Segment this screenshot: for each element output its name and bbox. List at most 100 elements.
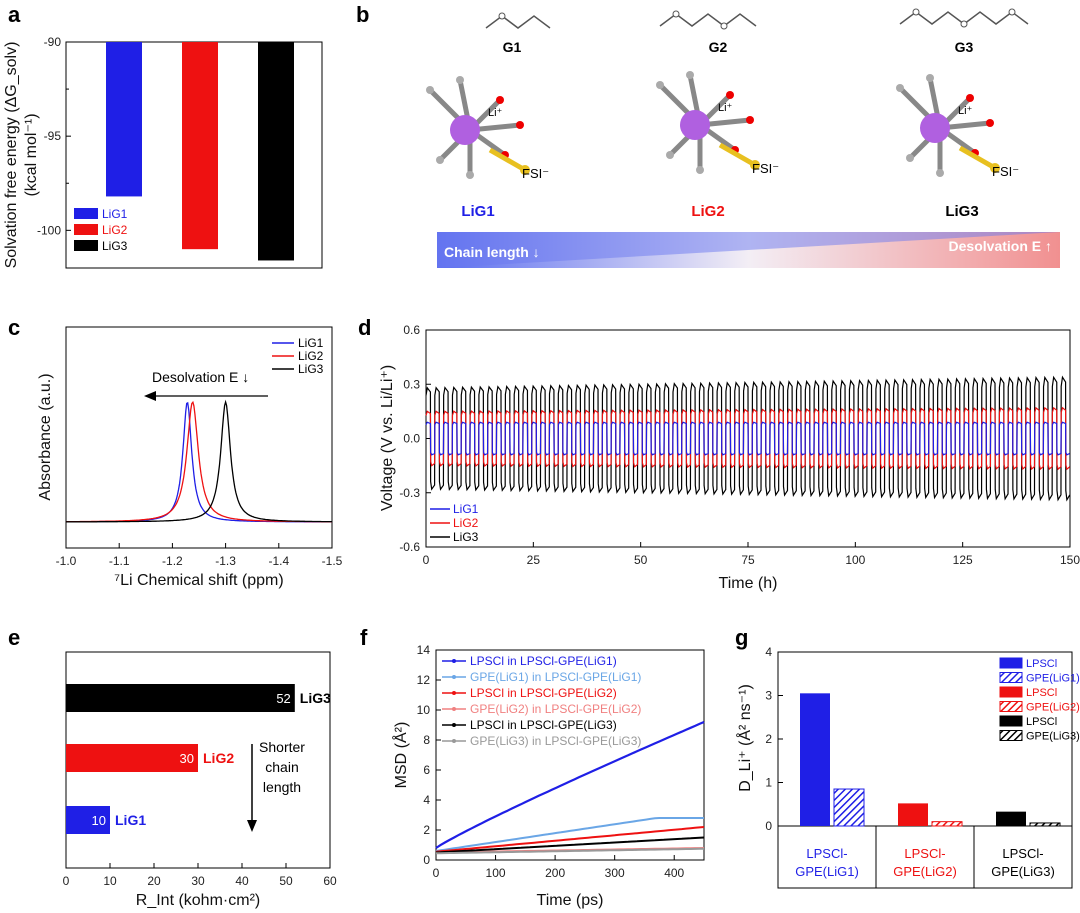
panel-e-value-label: 52 (276, 691, 290, 706)
panel-f-xtick-label: 400 (664, 866, 684, 880)
panel-label-f: f (360, 625, 368, 650)
panel-g-legend-swatch (999, 715, 1023, 727)
panel-c-xtick-label: -1.0 (56, 554, 77, 568)
panel-a-bar-LiG3 (258, 42, 294, 261)
panel-g-legend-label: LPSCl (1026, 658, 1057, 670)
panel-g-group-label: GPE(LiG3) (991, 864, 1055, 879)
atom (466, 171, 474, 179)
panel-g-bar-gpe (1029, 822, 1061, 827)
panel-e-annotation: length (263, 779, 301, 795)
atom (896, 84, 904, 92)
panel-d-legend-label: LiG1 (453, 502, 479, 516)
panel-a-ytick-label: -90 (44, 35, 62, 49)
complex-structure-LiG3 (896, 74, 1000, 177)
oxygen-atom (1008, 8, 1016, 16)
panel-g-ytick-label: 4 (765, 645, 772, 659)
lithium-ion (680, 110, 710, 140)
panel-label-g: g (735, 625, 748, 650)
gradient-wedge (437, 232, 1060, 268)
panel-d-line-LiG1 (425, 421, 1071, 456)
panel-e-xlabel: R_Int (kohm·cm²) (136, 892, 260, 909)
panel-e-xtick-label: 40 (235, 874, 249, 888)
panel-c-xtick-label: -1.5 (322, 554, 343, 568)
panel-e-xtick-label: 20 (147, 874, 161, 888)
panel-label-d: d (358, 315, 371, 340)
panel-g-group-label: LPSCl- (904, 846, 945, 861)
oxygen-atom (960, 20, 968, 28)
panel-d-xtick-label: 0 (423, 553, 430, 567)
panel-f-frame (435, 649, 705, 861)
panel-c-legend-label: LiG2 (298, 349, 324, 363)
oxygen-atom (498, 12, 506, 20)
glyme-label-G3: G3 (955, 39, 974, 55)
panel-g-ylabel: D_Li⁺ (Å² ns⁻¹) (735, 684, 754, 792)
panel-g-bar-lpscl (898, 803, 928, 826)
panel-a-legend-label: LiG3 (102, 239, 128, 253)
panel-e-bar-LiG3 (66, 684, 295, 712)
panel-f-xtick-label: 0 (433, 866, 440, 880)
panel-g-legend-swatch (999, 672, 1023, 683)
panel-a-ylabel: Solvation free energy (ΔG_solv) (3, 42, 20, 269)
panel-f-legend-label: LPSCl in LPSCl-GPE(LiG2) (470, 686, 617, 700)
panel-c-frame (65, 326, 333, 549)
panel-c-legend-label: LiG3 (298, 362, 324, 376)
panel-d-legend-label: LiG2 (453, 516, 479, 530)
panel-f-ytick-label: 12 (417, 673, 431, 687)
panel-a-bar-LiG1 (106, 42, 142, 197)
sulfur-atom (750, 160, 760, 170)
panel-e-category-label: LiG1 (115, 812, 146, 828)
panel-e-category-label: LiG3 (300, 690, 331, 706)
panel-f-ylabel: MSD (Å²) (391, 722, 410, 789)
atom (926, 74, 934, 82)
panel-f-ytick-label: 4 (423, 793, 430, 807)
panel-d-xtick-label: 50 (634, 553, 648, 567)
fsi-bond (718, 142, 757, 168)
panel-g-ytick-label: 1 (765, 776, 772, 790)
gradient-left-label: Chain length ↓ (444, 244, 540, 260)
panel-c-ylabel: Absorbance (a.u.) (37, 373, 54, 500)
panel-f-ytick-label: 8 (423, 733, 430, 747)
oxygen-atom (672, 10, 680, 18)
panel-e-annotation: chain (265, 759, 298, 775)
lithium-ion (450, 115, 480, 145)
oxygen-atom (720, 22, 728, 30)
panel-c-xlabel: ⁷Li Chemical shift (ppm) (114, 572, 283, 589)
panel-d-ytick-label: 0.6 (403, 323, 420, 337)
panel-d-xtick-label: 150 (1060, 553, 1080, 567)
panel-g-bar-lpscl (800, 693, 830, 826)
atom (656, 81, 664, 89)
panel-g-group-label: GPE(LiG2) (893, 864, 957, 879)
panel-f-legend-label: GPE(LiG1) in LPSCl-GPE(LiG1) (470, 670, 641, 684)
panel-c-xtick-label: -1.1 (109, 554, 130, 568)
panel-c-line-LiG2 (66, 400, 332, 523)
li-ion-label: Li⁺ (718, 102, 733, 114)
glyme-label-G2: G2 (709, 39, 728, 55)
panel-f-xtick-label: 100 (486, 866, 506, 880)
panel-f-xtick-label: 200 (545, 866, 565, 880)
panel-c-xtick-label: -1.3 (215, 554, 236, 568)
panel-f-legend-label: LPSCl in LPSCl-GPE(LiG3) (470, 718, 617, 732)
panel-g-ytick-label: 0 (765, 819, 772, 833)
panel-d-ytick-label: 0.0 (403, 432, 420, 446)
panel-d-xtick-label: 25 (527, 553, 541, 567)
panel-f-ytick-label: 14 (417, 643, 431, 657)
panel-g-bar-gpe (931, 821, 963, 827)
atom (666, 151, 674, 159)
panel-g-legend-label: LPSCl (1026, 716, 1057, 728)
panel-g-ytick-label: 3 (765, 689, 772, 703)
panel-e-bar-LiG2 (66, 744, 198, 772)
panel-e-bar-LiG1 (66, 806, 110, 834)
panel-f-line (435, 720, 705, 849)
panel-d-ytick-label: -0.6 (399, 540, 420, 554)
panel-g-legend-swatch (999, 657, 1023, 669)
fsi-label: FSI⁻ (992, 164, 1019, 179)
panel-g-legend-label: GPE(LiG3) (1026, 731, 1080, 743)
panel-g-ytick-label: 2 (765, 732, 772, 746)
panel-f-ytick-label: 10 (417, 703, 431, 717)
panel-d-xtick-label: 75 (741, 553, 755, 567)
atom (966, 94, 974, 102)
panel-g-frame (777, 651, 1073, 889)
complex-structure-LiG1 (426, 76, 530, 179)
panel-f-legend-label: GPE(LiG3) in LPSCl-GPE(LiG3) (470, 734, 641, 748)
fsi-bond (958, 145, 997, 171)
